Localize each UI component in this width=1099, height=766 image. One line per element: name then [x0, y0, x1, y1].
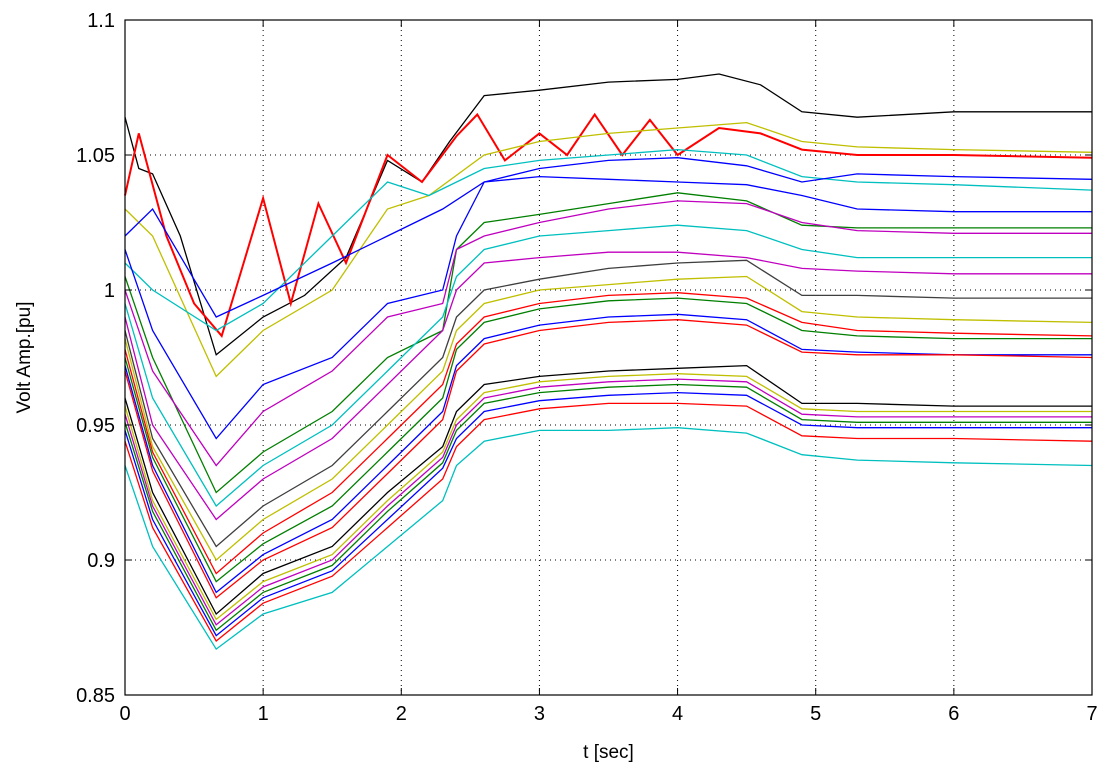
series-line: [124, 275, 1093, 562]
axes-frame: [124, 19, 1093, 696]
series-line: [124, 112, 1093, 338]
y-tick-label: 0.85: [76, 685, 115, 707]
series-line: [124, 157, 1093, 440]
series-line: [124, 402, 1093, 642]
series-line: [124, 175, 1092, 318]
series-line: [124, 313, 1092, 594]
y-tick-labels: 0.85 0.9 0.95 1 1.05 1.1: [76, 10, 115, 707]
y-tick-label: 1.1: [87, 10, 115, 32]
x-tick-label: 2: [396, 703, 407, 725]
series-line: [124, 364, 1092, 616]
y-tick-label: 1.05: [76, 145, 115, 167]
series-line: [124, 297, 1092, 583]
series-line: [124, 383, 1092, 632]
series-line: [124, 148, 1093, 332]
x-tick-label: 5: [810, 703, 821, 725]
series-line: [124, 427, 1093, 651]
y-axis-label: Volt Amp.[pu]: [14, 302, 35, 414]
series-line: [124, 224, 1092, 508]
y-tick-label: 1: [104, 280, 115, 302]
x-tick-label: 6: [948, 703, 959, 725]
series-line: [124, 391, 1092, 637]
series-line: [124, 121, 1093, 378]
tick-marks: [124, 19, 1093, 696]
x-tick-label: 0: [119, 703, 130, 725]
series-line: [124, 200, 1092, 467]
series-line: [124, 378, 1092, 626]
y-tick-label: 0.9: [87, 550, 115, 572]
x-tick-label: 3: [534, 703, 545, 725]
x-tick-label: 1: [258, 703, 269, 725]
x-tick-label: 7: [1086, 703, 1097, 725]
x-tick-labels: 0 1 2 3 4 5 6 7: [119, 703, 1097, 725]
series-line: [124, 319, 1093, 599]
y-tick-label: 0.95: [76, 415, 115, 437]
series-group: [124, 73, 1093, 651]
x-tick-label: 4: [672, 703, 683, 725]
series-line: [124, 373, 1092, 621]
series-line: [124, 259, 1092, 548]
series-line: [124, 251, 1092, 521]
x-axis-label: t [sec]: [583, 742, 634, 763]
series-line: [124, 192, 1092, 494]
series-line: [124, 292, 1093, 575]
